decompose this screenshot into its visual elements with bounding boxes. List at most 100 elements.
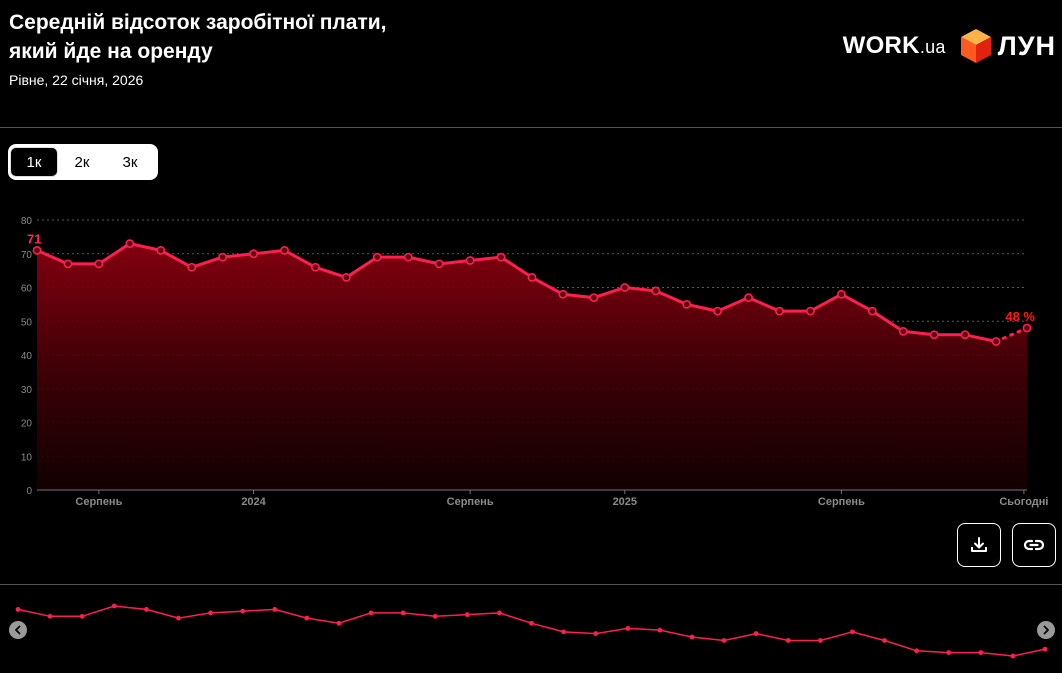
navigator-point — [176, 615, 181, 621]
range-navigator[interactable] — [0, 595, 1062, 665]
data-point — [867, 306, 877, 316]
x-tick-label: Сьогодні — [999, 496, 1048, 508]
navigator-point — [208, 610, 213, 616]
data-point — [465, 256, 475, 265]
toggle-option-3k[interactable]: 3к — [122, 153, 138, 171]
y-tick-label: 70 — [21, 250, 33, 261]
data-point — [94, 259, 104, 269]
first-value-label: 71 — [27, 231, 41, 246]
series-projection-line — [994, 326, 1029, 343]
navigator-point — [464, 612, 470, 618]
data-point — [713, 306, 723, 316]
y-tick-label: 60 — [21, 284, 33, 295]
x-tick-label: Серпень — [818, 496, 865, 508]
work-ua-logo[interactable]: WORK.ua — [843, 32, 946, 60]
data-point — [991, 337, 1001, 346]
navigator-point — [850, 629, 855, 635]
data-point — [125, 239, 135, 249]
navigator-point — [978, 650, 984, 655]
x-axis-ticks: Серпень 2024 Серпень 2025 Серпень Сьогодні — [75, 490, 1048, 508]
x-tick-label: 2024 — [241, 496, 266, 508]
rent-share-chart: 0 10 20 30 40 50 60 70 80 Серпень 2024 Серпень 2025… — [21, 216, 1049, 508]
navigator-point — [111, 603, 117, 609]
data-point — [341, 272, 351, 282]
navigator-point — [368, 610, 374, 616]
lun-cube-icon — [960, 29, 991, 63]
data-point — [403, 252, 413, 262]
navigator-divider — [0, 584, 1062, 585]
data-point — [280, 245, 289, 255]
navigator-point — [946, 650, 952, 655]
area-fill — [37, 243, 1027, 490]
download-button[interactable] — [957, 523, 1001, 567]
navigator-point — [561, 629, 566, 635]
chevron-left-icon — [15, 625, 21, 635]
data-point — [589, 293, 599, 303]
data-point — [1022, 323, 1032, 333]
navigator-point — [882, 638, 887, 643]
data-point — [929, 330, 939, 340]
data-point — [496, 252, 506, 262]
navigator-point — [497, 610, 502, 616]
data-point — [651, 286, 661, 296]
navigator-point — [79, 613, 85, 619]
data-point — [218, 252, 228, 262]
header-divider — [0, 127, 1062, 128]
partner-logos: WORK.ua ЛУН — [843, 28, 1056, 64]
data-point — [32, 245, 42, 255]
data-point — [775, 306, 784, 316]
navigator-point — [15, 607, 21, 612]
y-tick-label: 50 — [21, 317, 33, 328]
chart-subtitle: Рівне, 22 січня, 2026 — [9, 72, 144, 88]
toggle-option-2k[interactable]: 2к — [74, 153, 90, 171]
last-value-label: 48 % — [1005, 309, 1035, 324]
navigator-scroll-left-button[interactable] — [9, 621, 27, 639]
navigator-point — [336, 620, 342, 626]
y-axis-ticks: 0 10 20 30 40 50 60 70 80 — [21, 216, 33, 497]
copy-link-button[interactable] — [1012, 523, 1056, 567]
navigator-point — [785, 638, 791, 643]
navigator-points — [15, 603, 1048, 659]
x-tick-label: 2025 — [613, 496, 637, 508]
navigator-point — [721, 638, 727, 643]
data-point — [527, 272, 537, 282]
navigator-point — [817, 638, 823, 643]
navigator-point — [657, 627, 663, 633]
data-point — [558, 289, 568, 299]
navigator-point — [47, 613, 53, 619]
navigator-point — [689, 634, 695, 640]
data-point — [960, 330, 970, 340]
navigator-series-line — [17, 605, 1046, 657]
data-points — [32, 239, 1032, 346]
lun-logo[interactable]: ЛУН — [960, 28, 1056, 64]
navigator-point — [1010, 653, 1016, 659]
data-point — [682, 299, 692, 309]
data-point — [187, 262, 197, 272]
x-tick-label: Серпень — [75, 496, 122, 508]
work-logo-suffix: .ua — [919, 37, 946, 57]
navigator-point — [753, 631, 759, 636]
navigator-point — [914, 648, 920, 654]
data-point — [156, 245, 166, 255]
chart-title: Середній відсоток заробітної плати, який… — [9, 11, 387, 63]
series-line — [36, 242, 997, 343]
data-point — [249, 249, 258, 259]
data-point — [372, 252, 382, 262]
navigator-point — [593, 631, 599, 636]
navigator-point — [1042, 646, 1048, 652]
navigator-point — [625, 626, 631, 631]
navigator-scroll-right-button[interactable] — [1037, 621, 1055, 639]
y-tick-label: 30 — [21, 385, 33, 396]
toggle-option-1k[interactable]: 1к — [10, 147, 58, 177]
navigator-point — [529, 620, 534, 626]
navigator-point — [432, 613, 438, 619]
y-tick-label: 20 — [21, 419, 33, 430]
y-tick-label: 0 — [26, 486, 32, 497]
link-icon — [1023, 539, 1045, 551]
navigator-point — [143, 607, 149, 612]
room-count-toggle: 1к 2к 3к — [8, 144, 158, 180]
navigator-point — [400, 610, 406, 616]
y-tick-label: 40 — [21, 351, 33, 362]
lun-logo-text: ЛУН — [997, 30, 1056, 61]
data-point — [806, 306, 815, 316]
